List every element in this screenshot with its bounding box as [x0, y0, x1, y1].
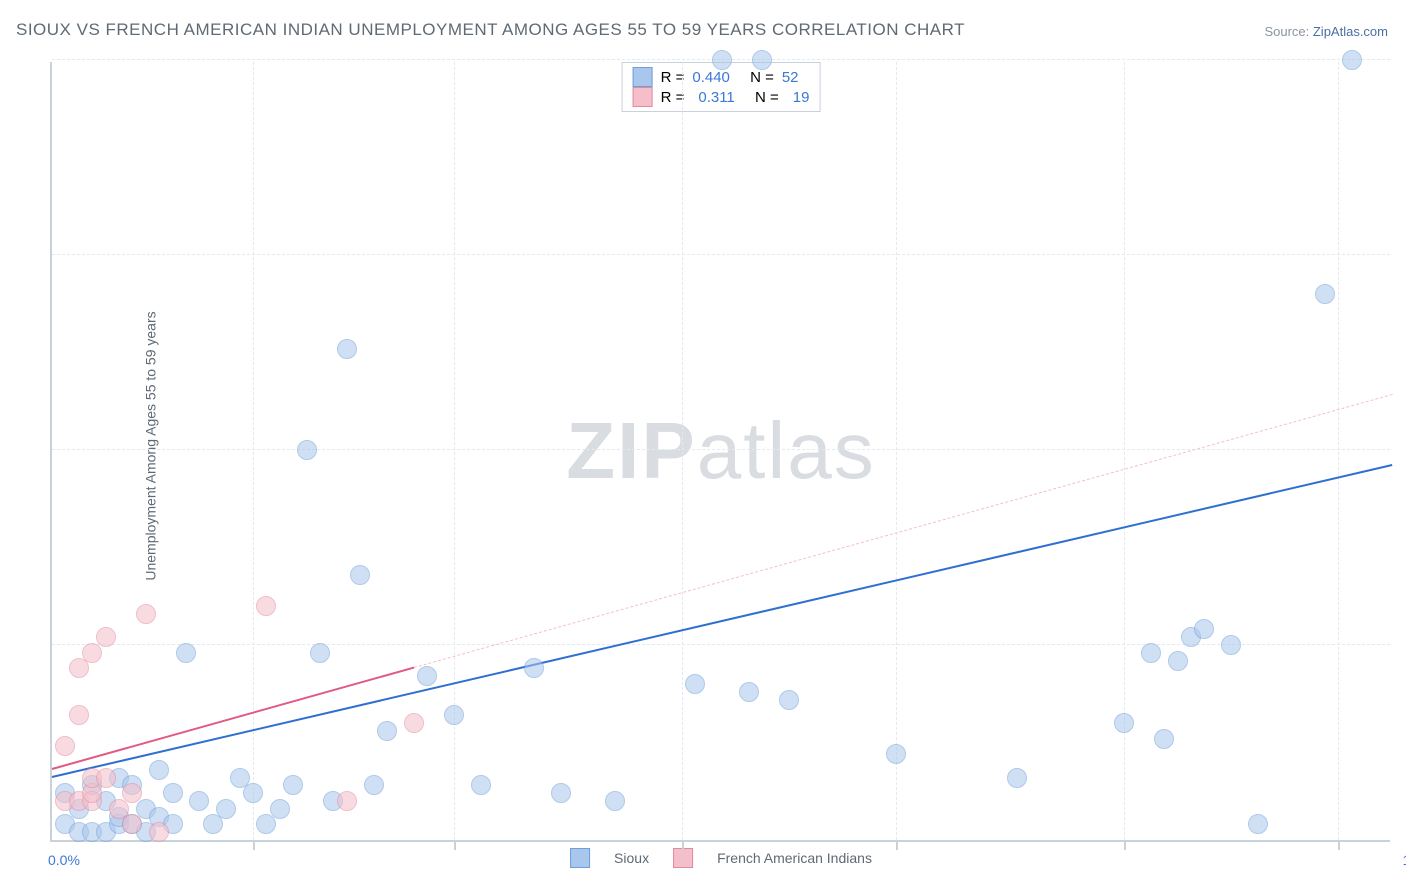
data-point — [270, 799, 290, 819]
chart-container: SIOUX VS FRENCH AMERICAN INDIAN UNEMPLOY… — [0, 0, 1406, 892]
data-point — [364, 775, 384, 795]
data-point — [404, 713, 424, 733]
data-point — [216, 799, 236, 819]
source-attribution: Source: ZipAtlas.com — [1264, 24, 1388, 39]
x-tick-max: 100.0% — [1403, 852, 1406, 868]
n-label: N = — [755, 89, 779, 106]
legend-label-french: French American Indians — [717, 850, 872, 866]
data-point — [122, 783, 142, 803]
stats-row-french: R = 0.311 N = 19 — [633, 87, 810, 107]
data-point — [551, 783, 571, 803]
n-label: N = — [750, 69, 774, 86]
x-tick-mark — [896, 840, 898, 850]
legend-label-sioux: Sioux — [614, 850, 649, 866]
data-point — [1168, 651, 1188, 671]
data-point — [471, 775, 491, 795]
watermark-atlas: atlas — [697, 406, 876, 495]
data-point — [350, 565, 370, 585]
data-point — [1007, 768, 1027, 788]
r-label: R = — [661, 69, 685, 86]
trend-line — [414, 394, 1392, 668]
data-point — [256, 814, 276, 834]
gridline-v — [896, 62, 897, 840]
data-point — [55, 736, 75, 756]
plot-area: ZIPatlas R = 0.440 N = 52 R = 0.311 N = … — [50, 62, 1390, 842]
gridline-v — [1338, 62, 1339, 840]
x-tick-mark — [454, 840, 456, 850]
chart-title: SIOUX VS FRENCH AMERICAN INDIAN UNEMPLOY… — [16, 20, 965, 40]
data-point — [69, 658, 89, 678]
n-value-sioux: 52 — [782, 69, 799, 86]
data-point — [685, 674, 705, 694]
data-point — [417, 666, 437, 686]
x-tick-mark — [253, 840, 255, 850]
data-point — [1154, 729, 1174, 749]
r-value-french: 0.311 — [692, 89, 734, 106]
data-point — [1141, 643, 1161, 663]
data-point — [163, 783, 183, 803]
data-point — [136, 604, 156, 624]
x-tick-min: 0.0% — [48, 852, 80, 868]
data-point — [1342, 50, 1362, 70]
data-point — [1248, 814, 1268, 834]
data-point — [752, 50, 772, 70]
legend-swatch-sioux — [570, 848, 590, 868]
data-point — [176, 643, 196, 663]
data-point — [96, 768, 116, 788]
stats-swatch-french — [633, 87, 653, 107]
data-point — [1315, 284, 1335, 304]
data-point — [739, 682, 759, 702]
data-point — [310, 643, 330, 663]
source-link[interactable]: ZipAtlas.com — [1313, 24, 1388, 39]
trend-line — [52, 666, 414, 769]
data-point — [377, 721, 397, 741]
x-tick-mark — [1338, 840, 1340, 850]
data-point — [256, 596, 276, 616]
data-point — [69, 705, 89, 725]
data-point — [122, 814, 142, 834]
data-point — [524, 658, 544, 678]
data-point — [243, 783, 263, 803]
source-prefix: Source: — [1264, 24, 1312, 39]
stats-row-sioux: R = 0.440 N = 52 — [633, 67, 810, 87]
data-point — [444, 705, 464, 725]
data-point — [1194, 619, 1214, 639]
data-point — [1114, 713, 1134, 733]
gridline-v — [253, 62, 254, 840]
legend: Sioux French American Indians — [570, 848, 872, 868]
n-value-french: 19 — [787, 89, 810, 106]
stats-swatch-sioux — [633, 67, 653, 87]
data-point — [605, 791, 625, 811]
data-point — [96, 627, 116, 647]
data-point — [712, 50, 732, 70]
r-value-sioux: 0.440 — [692, 69, 730, 86]
data-point — [203, 814, 223, 834]
data-point — [1221, 635, 1241, 655]
data-point — [149, 760, 169, 780]
x-tick-mark — [1124, 840, 1126, 850]
x-tick-mark — [682, 840, 684, 850]
data-point — [337, 791, 357, 811]
data-point — [297, 440, 317, 460]
data-point — [283, 775, 303, 795]
data-point — [149, 822, 169, 842]
data-point — [779, 690, 799, 710]
watermark-zip: ZIP — [566, 406, 696, 495]
gridline-v — [682, 62, 683, 840]
data-point — [337, 339, 357, 359]
data-point — [82, 643, 102, 663]
legend-swatch-french — [673, 848, 693, 868]
data-point — [189, 791, 209, 811]
watermark: ZIPatlas — [566, 405, 875, 497]
data-point — [886, 744, 906, 764]
r-label: R = — [661, 89, 685, 106]
